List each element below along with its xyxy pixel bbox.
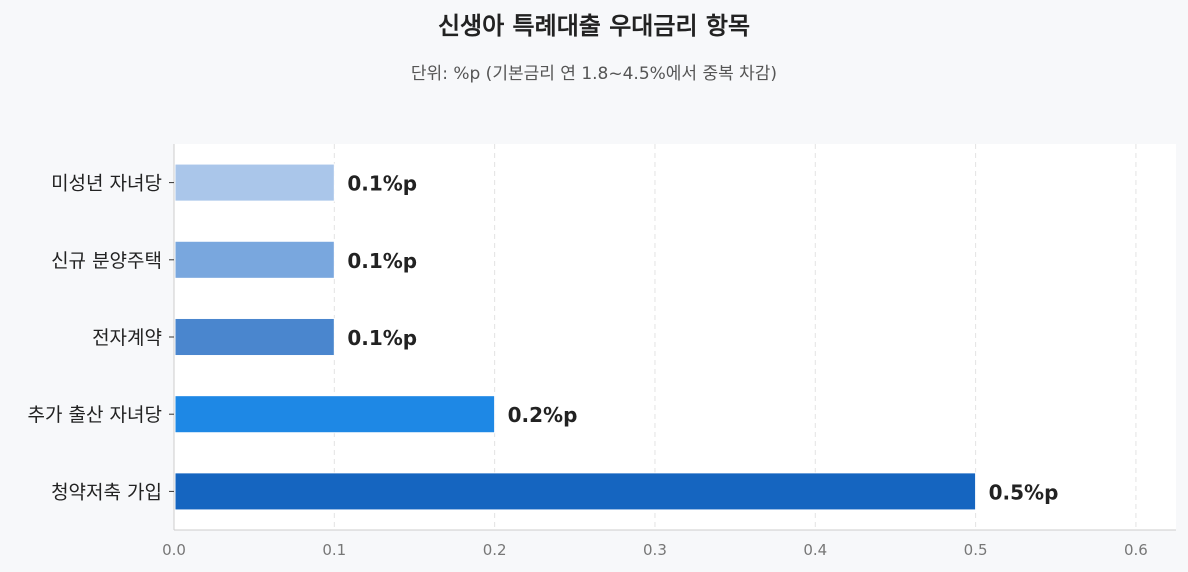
x-tick-label: 0.0 — [162, 541, 186, 559]
category-label: 청약저축 가입 — [51, 481, 162, 503]
category-label: 신규 분양주택 — [51, 250, 162, 272]
category-label: 전자계약 — [92, 327, 162, 349]
bar — [174, 395, 496, 434]
data-label: 0.5%p — [989, 480, 1059, 504]
grid-lines — [333, 144, 1137, 530]
chart-subtitle: 단위: %p (기본금리 연 1.8~4.5%에서 중복 차감) — [410, 64, 778, 84]
bar — [174, 240, 335, 279]
bar — [174, 163, 335, 202]
x-tick-label: 0.4 — [803, 541, 827, 559]
x-tick-label: 0.6 — [1124, 541, 1148, 559]
bar — [174, 317, 335, 357]
chart-title: 신생아 특례대출 우대금리 항목 — [437, 12, 751, 40]
bar — [174, 472, 977, 511]
x-tick-label: 0.3 — [643, 541, 667, 559]
data-label: 0.1%p — [347, 249, 417, 273]
x-tick-label: 0.5 — [964, 541, 988, 559]
category-label: 추가 출산 자녀당 — [28, 404, 162, 426]
plot-area — [174, 144, 1176, 530]
data-label: 0.1%p — [347, 172, 417, 196]
x-tick-label: 0.1 — [322, 541, 346, 559]
data-label: 0.2%p — [508, 403, 578, 427]
category-label: 미성년 자녀당 — [51, 173, 162, 195]
axes — [169, 144, 1176, 531]
bars — [174, 163, 977, 511]
x-tick-label: 0.2 — [483, 541, 507, 559]
data-label: 0.1%p — [347, 326, 417, 350]
labels: 0.0 0.1 0.2 0.3 0.4 0.5 0.6 미성년 자녀당 0.1%p 신규 분양주택… — [28, 172, 1148, 559]
